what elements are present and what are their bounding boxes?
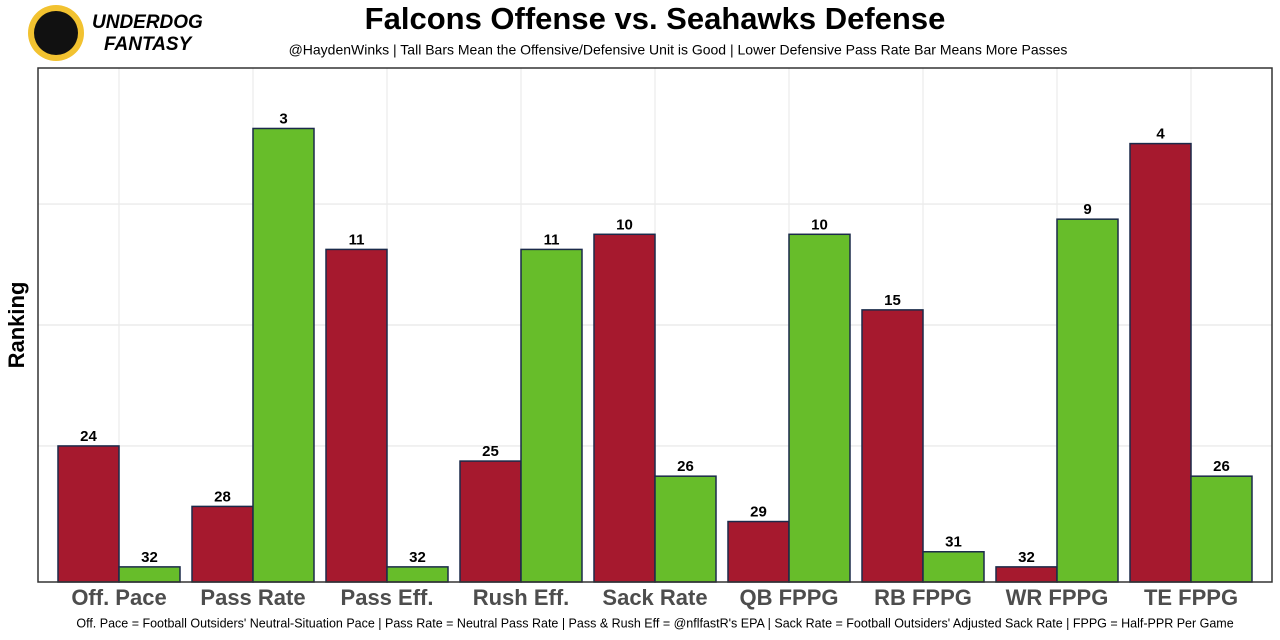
chart-subtitle: @HaydenWinks | Tall Bars Mean the Offens…: [289, 42, 1068, 58]
value-label: 32: [409, 549, 426, 566]
x-tick-label: Off. Pace: [71, 585, 166, 610]
bar: [191, 505, 254, 583]
bar: [325, 248, 388, 583]
value-label: 25: [482, 443, 499, 460]
value-label: 26: [677, 458, 694, 475]
x-tick-label: Rush Eff.: [473, 585, 570, 610]
value-label: 32: [141, 549, 158, 566]
x-tick-label: Pass Rate: [200, 585, 305, 610]
brand-line: FANTASY: [104, 34, 194, 55]
value-label: 24: [80, 428, 97, 445]
bar: [386, 566, 449, 583]
bar: [252, 127, 315, 583]
bar: [1129, 142, 1192, 583]
x-tick-label: RB FPPG: [874, 585, 972, 610]
value-label: 32: [1018, 549, 1035, 566]
bar: [788, 233, 851, 583]
value-label: 4: [1156, 126, 1165, 143]
x-tick-label: TE FPPG: [1144, 585, 1238, 610]
bar: [995, 566, 1058, 583]
bar: [593, 233, 656, 583]
caption: Off. Pace = Football Outsiders' Neutral-…: [76, 616, 1233, 630]
value-label: 28: [214, 488, 231, 505]
bar: [57, 445, 120, 583]
logo-face: [34, 11, 78, 55]
bar: [922, 551, 985, 583]
bar: [727, 520, 790, 583]
value-label: 10: [811, 216, 828, 233]
value-label: 29: [750, 503, 767, 520]
bar: [520, 248, 583, 583]
bar: [654, 475, 717, 583]
x-tick-label: Pass Eff.: [341, 585, 434, 610]
logo: UNDERDOG FANTASY: [28, 5, 203, 61]
value-label: 10: [616, 216, 633, 233]
y-axis-label: Ranking: [4, 282, 29, 369]
x-tick-label: WR FPPG: [1006, 585, 1109, 610]
value-label: 15: [884, 292, 901, 309]
value-label: 11: [349, 231, 365, 248]
bar: [861, 309, 924, 583]
value-label: 31: [945, 534, 962, 551]
value-label: 26: [1213, 458, 1230, 475]
bar: [459, 460, 522, 583]
bar: [1056, 218, 1119, 583]
chart-title: Falcons Offense vs. Seahawks Defense: [365, 1, 946, 36]
x-tick-label: QB FPPG: [739, 585, 838, 610]
value-label: 3: [279, 110, 287, 127]
plot-border: [37, 67, 1273, 583]
brand-line: UNDERDOG: [92, 12, 203, 33]
bar: [118, 566, 181, 583]
x-tick-label: Sack Rate: [602, 585, 707, 610]
value-label: 11: [544, 231, 560, 248]
value-label: 9: [1083, 201, 1091, 218]
bar: [1190, 475, 1253, 583]
